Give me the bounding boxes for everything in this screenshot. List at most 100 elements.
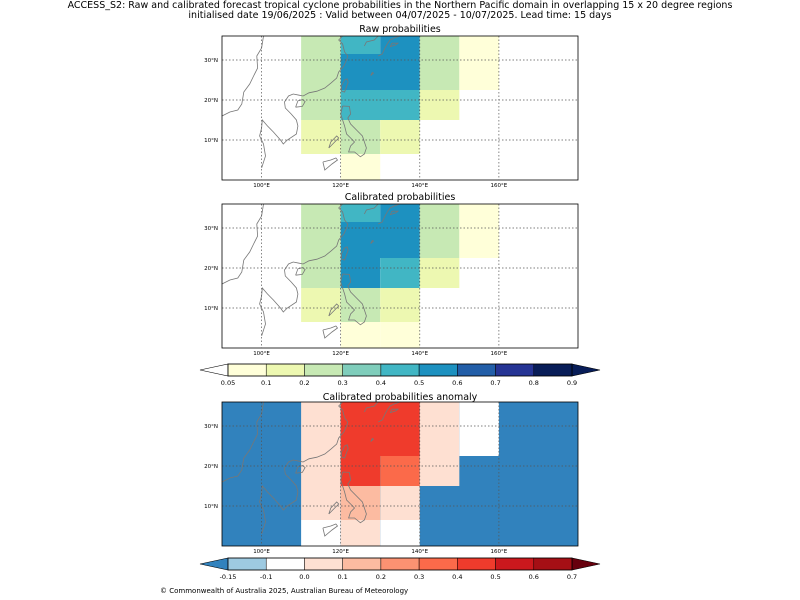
heatmap-cell bbox=[419, 456, 460, 486]
colorbar-segment bbox=[380, 557, 420, 571]
coastline bbox=[341, 444, 349, 459]
heatmap-cell bbox=[380, 258, 420, 288]
y-tick-label: 20°N bbox=[204, 266, 218, 272]
heatmap-cell bbox=[380, 322, 420, 348]
colorbar-over-extension bbox=[571, 557, 601, 571]
colorbar-frame bbox=[227, 557, 573, 571]
coastline bbox=[222, 402, 264, 483]
heatmap-cell bbox=[301, 402, 341, 456]
colorbar-segment bbox=[495, 363, 535, 377]
coastline bbox=[378, 204, 401, 225]
map-frame bbox=[221, 203, 579, 349]
colorbar-anomaly: -0.15 -0.1 0.0 0.1 0.2 0.3 0.4 0.5 0.6 0.7 bbox=[199, 557, 601, 581]
x-tick-label: 100°E bbox=[253, 351, 270, 357]
heatmap-cell bbox=[380, 520, 420, 546]
colorbar-tick-label: -0.1 bbox=[260, 573, 273, 581]
heatmap-cell bbox=[340, 120, 381, 154]
coastline bbox=[340, 471, 367, 524]
panel-title-anomaly: Calibrated probabilities anomaly bbox=[322, 392, 478, 403]
coastline bbox=[322, 523, 339, 537]
heatmap-cell bbox=[340, 486, 381, 520]
coastline bbox=[364, 36, 379, 47]
coastline bbox=[378, 402, 401, 423]
heatmap-cell bbox=[340, 54, 420, 90]
heatmap-cell bbox=[419, 204, 460, 258]
colorbar-segment bbox=[227, 557, 267, 571]
heatmap-cell bbox=[340, 420, 420, 456]
colorbar-tick-label: 0.9 bbox=[567, 379, 577, 387]
heatmap-cell bbox=[301, 36, 341, 66]
x-tick-label: 120°E bbox=[332, 549, 349, 555]
copyright-footer: © Commonwealth of Australia 2025, Austra… bbox=[160, 587, 409, 595]
y-tick-label: 20°N bbox=[204, 464, 218, 470]
y-tick-label: 10°N bbox=[204, 138, 218, 144]
colorbar-frame bbox=[227, 363, 573, 377]
colorbar-segment bbox=[304, 557, 343, 571]
coastline bbox=[378, 36, 401, 57]
coastline bbox=[389, 210, 400, 216]
coastline bbox=[295, 465, 306, 474]
heatmap-cell bbox=[301, 120, 341, 154]
coastline bbox=[389, 42, 400, 48]
colorbar-tick-label: 0.4 bbox=[376, 379, 386, 387]
y-tick-label: 30°N bbox=[204, 226, 218, 232]
coastline bbox=[364, 402, 379, 413]
colorbar-tick-label: 0.5 bbox=[490, 573, 500, 581]
heatmap-cell bbox=[301, 520, 341, 546]
colorbar-over-extension bbox=[571, 363, 601, 377]
x-tick-label: 100°E bbox=[253, 549, 270, 555]
colorbar-probability: 0.05 0.1 0.2 0.3 0.4 0.5 0.6 0.7 0.8 0.9 bbox=[199, 363, 601, 387]
coastline bbox=[341, 78, 349, 93]
coastline bbox=[364, 204, 379, 215]
heatmap-cell bbox=[419, 36, 460, 90]
colorbar-segment bbox=[227, 363, 267, 377]
heatmap-cell bbox=[380, 204, 420, 222]
colorbar-tick-label: 0.7 bbox=[567, 573, 577, 581]
coastline bbox=[259, 402, 349, 535]
x-tick-label: 160°E bbox=[491, 183, 508, 189]
colorbar-segment bbox=[265, 363, 305, 377]
y-tick-label: 20°N bbox=[204, 98, 218, 104]
heatmap-cell bbox=[340, 402, 420, 420]
heatmap-cell bbox=[380, 456, 420, 486]
coastline bbox=[295, 99, 306, 108]
coastlines bbox=[222, 402, 401, 537]
colorbar-segment bbox=[265, 557, 305, 571]
heatmap-cell bbox=[419, 90, 460, 120]
map-panel-2: 100°E 120°E 140°E 160°E 10°N 20°N 30°N bbox=[204, 203, 579, 357]
coastline bbox=[340, 273, 367, 326]
coastline bbox=[370, 71, 375, 76]
colorbar-tick-label: 0.5 bbox=[414, 379, 424, 387]
heatmap-cell bbox=[340, 154, 381, 180]
y-tick-label: 30°N bbox=[204, 424, 218, 430]
coastline bbox=[322, 157, 339, 171]
coastlines bbox=[222, 36, 401, 171]
panel-title-raw: Raw probabilities bbox=[359, 24, 441, 35]
colorbar-segment bbox=[380, 363, 420, 377]
map-frame bbox=[221, 401, 579, 547]
heatmap-cell bbox=[301, 66, 341, 120]
heatmap-cell bbox=[340, 222, 420, 258]
coastlines bbox=[222, 204, 401, 339]
heatmap-cell bbox=[301, 456, 341, 486]
coastline bbox=[370, 239, 375, 244]
heatmap-cell bbox=[340, 520, 381, 546]
x-tick-label: 100°E bbox=[253, 183, 270, 189]
coastline bbox=[295, 267, 306, 276]
map-frame bbox=[221, 35, 579, 181]
heatmap-cell bbox=[340, 204, 381, 222]
heatmap-cell bbox=[301, 204, 341, 234]
figure-title: ACCESS_S2: Raw and calibrated forecast t… bbox=[67, 0, 733, 11]
heatmap-cell bbox=[380, 120, 420, 154]
colorbar-segment bbox=[457, 363, 496, 377]
panel-title-calibrated: Calibrated probabilities bbox=[344, 192, 456, 203]
y-tick-label: 10°N bbox=[204, 306, 218, 312]
x-tick-label: 140°E bbox=[411, 183, 428, 189]
coastline bbox=[341, 246, 349, 261]
colorbar-segment bbox=[457, 557, 496, 571]
x-tick-label: 160°E bbox=[491, 351, 508, 357]
colorbar-segment bbox=[533, 363, 573, 377]
heatmap-cell bbox=[340, 36, 381, 54]
colorbar-segment bbox=[418, 363, 458, 377]
colorbar-tick-label: 0.3 bbox=[337, 379, 347, 387]
